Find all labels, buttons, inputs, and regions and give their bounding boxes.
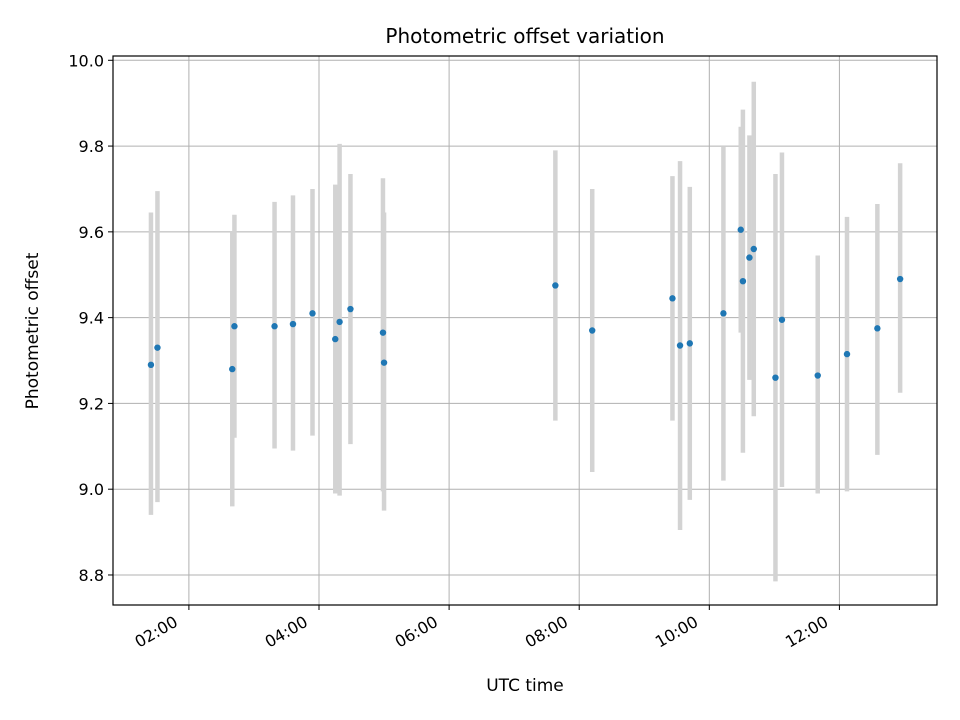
plot-area: [113, 56, 937, 605]
data-point: [231, 323, 238, 330]
data-point: [289, 320, 297, 328]
grid: [113, 56, 937, 605]
y-tick-label: 9.2: [79, 394, 104, 413]
data-point: [814, 372, 821, 379]
y-axis-label: Photometric offset: [23, 252, 43, 409]
data-point: [380, 359, 388, 366]
plot-frame: [112, 55, 938, 606]
x-axis-label: UTC time: [486, 676, 564, 696]
data-point: [379, 329, 387, 336]
data-point: [686, 340, 693, 347]
data-point: [772, 374, 779, 381]
chart-title: Photometric offset variation: [385, 24, 664, 48]
data-points: [147, 226, 904, 381]
data-point: [347, 305, 354, 313]
data-point: [336, 318, 343, 326]
y-tick-label: 9.4: [79, 309, 104, 328]
data-point: [147, 361, 155, 369]
data-point: [271, 323, 278, 330]
data-point: [720, 310, 727, 317]
y-tick-label: 10.0: [68, 51, 104, 70]
data-point: [669, 295, 676, 302]
y-axis: 8.8 9.0 9.2 9.4 9.6 9.8 10.0: [68, 51, 113, 585]
y-tick-label: 9.0: [79, 480, 104, 499]
data-point: [746, 254, 753, 261]
data-point: [309, 310, 316, 317]
data-point: [750, 245, 757, 253]
y-tick-label: 9.6: [79, 223, 104, 242]
data-point: [229, 365, 236, 373]
data-point: [589, 327, 596, 334]
data-point: [778, 316, 786, 323]
data-point: [739, 277, 747, 285]
data-point: [874, 325, 881, 332]
data-point: [843, 350, 851, 358]
data-point: [332, 335, 339, 343]
data-point: [896, 275, 904, 283]
data-point: [154, 344, 161, 351]
data-point: [737, 226, 744, 233]
data-point: [552, 282, 559, 289]
data-point: [676, 342, 684, 349]
y-tick-label: 9.8: [79, 137, 104, 156]
y-tick-label: 8.8: [79, 566, 104, 585]
